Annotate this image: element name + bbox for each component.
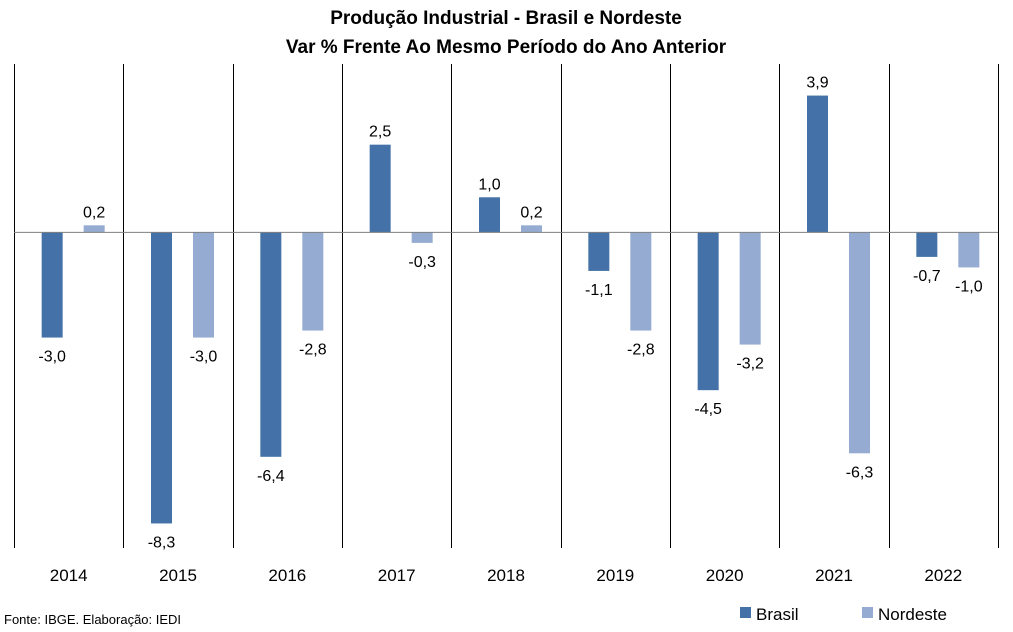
- data-label-brasil-2014: -3,0: [38, 349, 66, 366]
- bar-nordeste-2021: [849, 232, 870, 454]
- legend-label-brasil: Brasil: [756, 605, 799, 624]
- bars: [41, 95, 980, 524]
- bar-brasil-2015: [151, 232, 172, 524]
- data-label-nordeste-2017: -0,3: [408, 254, 436, 271]
- source-note: Fonte: IBGE. Elaboração: IEDI: [4, 612, 182, 627]
- data-label-nordeste-2018: 0,2: [520, 204, 542, 221]
- legend-swatch-nordeste: [862, 607, 873, 618]
- chart-title: Produção Industrial - Brasil e Nordeste: [330, 8, 682, 29]
- x-tick-2017: 2017: [378, 566, 416, 585]
- data-labels: -3,0 -8,3 -6,4 2,5 1,0 -1,1 -4,5 3,9 -0,7 0,2 -3,0…: [38, 75, 982, 552]
- bar-nordeste-2015: [193, 232, 214, 338]
- legend: Brasil Nordeste: [740, 605, 947, 624]
- bar-brasil-2016: [260, 232, 282, 457]
- data-label-brasil-2020: -4,5: [694, 401, 722, 418]
- data-label-nordeste-2020: -3,2: [736, 356, 764, 373]
- bar-nordeste-2016: [302, 232, 324, 331]
- bar-nordeste-2020: [739, 232, 761, 345]
- data-label-nordeste-2014: 0,2: [83, 204, 105, 221]
- data-label-nordeste-2015: -3,0: [190, 349, 218, 366]
- x-tick-2020: 2020: [706, 566, 744, 585]
- category-separators: [14, 64, 999, 548]
- x-tick-2019: 2019: [596, 566, 634, 585]
- bar-nordeste-2022: [958, 232, 980, 268]
- chart-subtitle: Var % Frente Ao Mesmo Período do Ano Ant…: [286, 37, 727, 58]
- data-label-nordeste-2021: -6,3: [846, 464, 874, 481]
- data-label-brasil-2021: 3,9: [806, 75, 828, 92]
- x-tick-2022: 2022: [924, 566, 962, 585]
- legend-swatch-brasil: [740, 607, 751, 618]
- x-tick-2014: 2014: [50, 566, 88, 585]
- data-label-nordeste-2019: -2,8: [627, 342, 655, 359]
- data-label-brasil-2016: -6,4: [257, 468, 285, 485]
- x-tick-labels: 2014 2015 2016 2017 2018 2019 2020 2021 2022: [50, 566, 962, 585]
- data-label-brasil-2015: -8,3: [148, 534, 176, 551]
- data-label-brasil-2022: -0,7: [913, 268, 941, 285]
- legend-label-nordeste: Nordeste: [878, 605, 947, 624]
- data-label-brasil-2017: 2,5: [369, 124, 391, 141]
- bar-nordeste-2018: [521, 225, 542, 233]
- x-tick-2018: 2018: [487, 566, 525, 585]
- bar-nordeste-2019: [630, 232, 652, 331]
- data-label-brasil-2019: -1,1: [585, 282, 613, 299]
- bar-brasil-2018: [479, 197, 500, 233]
- bar-brasil-2014: [41, 232, 63, 338]
- bar-brasil-2020: [697, 232, 719, 391]
- x-tick-2015: 2015: [159, 566, 197, 585]
- x-tick-2021: 2021: [815, 566, 853, 585]
- data-label-nordeste-2016: -2,8: [299, 342, 327, 359]
- data-label-nordeste-2022: -1,0: [955, 278, 983, 295]
- bar-nordeste-2014: [83, 225, 105, 233]
- bar-brasil-2021: [807, 95, 828, 233]
- bar-nordeste-2017: [411, 232, 433, 243]
- bar-brasil-2019: [588, 232, 610, 271]
- data-label-brasil-2018: 1,0: [478, 176, 500, 193]
- bar-brasil-2017: [369, 144, 391, 233]
- x-tick-2016: 2016: [268, 566, 306, 585]
- bar-brasil-2022: [916, 232, 938, 257]
